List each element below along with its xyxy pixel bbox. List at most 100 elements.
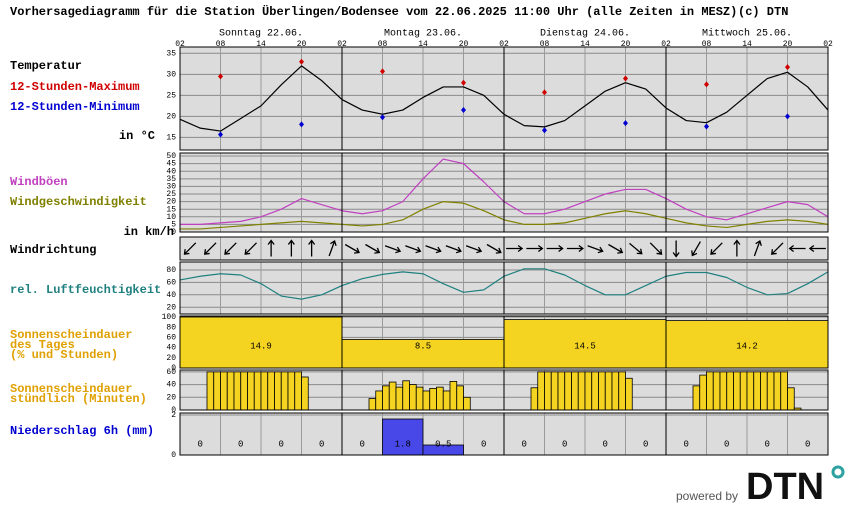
bar	[382, 418, 424, 456]
x-tick-label: 02	[499, 40, 509, 49]
panel-title: Sonnenscheindauer	[10, 382, 132, 396]
bar	[247, 371, 255, 411]
x-tick-label: 08	[216, 40, 226, 49]
bar	[415, 386, 424, 411]
y-tick-label: 10	[166, 213, 176, 222]
bar	[409, 384, 417, 411]
bar	[584, 371, 593, 411]
powered-by: powered by	[676, 489, 738, 503]
bar	[463, 396, 471, 411]
x-tick-label: 08	[540, 40, 550, 49]
wind-arrow	[224, 242, 237, 255]
wind-arrow	[486, 243, 502, 254]
bar-label: 0	[279, 439, 284, 449]
wind-arrow	[649, 242, 663, 255]
bar	[537, 371, 545, 411]
wind-arrow	[465, 245, 483, 254]
y-tick-label: 45	[166, 160, 176, 169]
wind-arrow	[691, 241, 701, 257]
wind-arrow	[365, 243, 381, 254]
bar	[220, 371, 228, 411]
bar	[530, 387, 539, 411]
series-label: rel. Luftfeuchtigkeit	[10, 283, 161, 297]
bar	[591, 371, 599, 411]
wind-arrow	[566, 244, 584, 253]
wind-arrow	[770, 242, 784, 255]
extreme-point	[785, 113, 790, 120]
y-tick-label: 5	[171, 221, 176, 230]
wind-arrow	[287, 239, 295, 257]
panel-border	[179, 315, 829, 369]
bar	[780, 371, 788, 411]
panel-border	[179, 412, 829, 456]
y-axis-label: in °C	[119, 129, 155, 143]
extreme-point	[380, 114, 385, 121]
extreme-point	[299, 121, 304, 128]
wind-arrow	[710, 242, 723, 255]
panel-title: stündlich (Minuten)	[10, 392, 147, 406]
bar	[226, 371, 235, 411]
bar	[564, 371, 572, 411]
bar	[726, 371, 734, 411]
y-tick-label: 40	[166, 167, 176, 176]
extreme-point	[299, 58, 304, 65]
bar	[206, 371, 215, 411]
y-tick-label: 30	[166, 183, 176, 192]
title: Vorhersagediagramm für die Station Überl…	[10, 3, 737, 19]
y-tick-label: 0	[171, 451, 176, 460]
x-tick-label: 14	[418, 40, 428, 49]
y-tick-label: 100	[162, 313, 177, 322]
bar	[719, 371, 728, 411]
extreme-point	[542, 89, 547, 96]
panel-border	[179, 236, 829, 261]
extreme-point	[542, 127, 547, 134]
bar	[733, 371, 741, 411]
bar-label: 14.5	[574, 341, 596, 351]
y-tick-label: 40	[166, 291, 176, 300]
panel-title: Windrichtung	[10, 243, 96, 257]
x-tick-label: 20	[459, 40, 469, 49]
bar-label: 0	[319, 439, 324, 449]
y-tick-label: 80	[166, 323, 176, 332]
day-label: Mittwoch 25.06.	[702, 28, 792, 40]
bar	[382, 385, 390, 411]
bar	[753, 371, 761, 411]
y-tick-label: 30	[166, 70, 176, 79]
wind-arrow	[203, 242, 217, 255]
logo-dot	[831, 465, 845, 479]
x-tick-label: 20	[621, 40, 631, 49]
bar-label: 0	[360, 439, 365, 449]
bar	[699, 374, 707, 411]
extreme-point	[785, 64, 790, 71]
bar	[503, 319, 667, 369]
bar-label: 0.5	[435, 439, 451, 449]
x-tick-label: 02	[823, 40, 833, 49]
wind-arrow	[587, 245, 604, 254]
day-label: Sonntag 22.06.	[219, 29, 303, 40]
panel-title: (% und Stunden)	[10, 348, 118, 362]
wind-arrow	[788, 244, 806, 253]
bar-label: 0	[805, 439, 810, 449]
series-label: Windgeschwindigkeit	[10, 195, 147, 209]
y-tick-label: 0	[171, 406, 176, 415]
bar-label: 14.9	[250, 341, 272, 351]
y-tick-label: 20	[166, 112, 176, 121]
bar-label: 0	[765, 439, 770, 449]
wind-arrow	[405, 245, 422, 254]
bar-label: 0	[238, 439, 243, 449]
extreme-point	[218, 73, 223, 80]
bar	[706, 371, 714, 411]
bar	[766, 371, 775, 411]
wind-arrow	[244, 242, 257, 255]
bar	[442, 390, 451, 411]
y-tick-label: 15	[166, 205, 176, 214]
bar	[260, 371, 269, 411]
y-tick-label: 20	[166, 303, 176, 312]
bar	[787, 387, 795, 411]
x-tick-label: 14	[256, 40, 266, 49]
bar	[739, 371, 748, 411]
bar-label: 0	[522, 439, 527, 449]
panel-border	[179, 152, 829, 233]
y-tick-label: 40	[166, 381, 176, 390]
bar	[341, 339, 505, 369]
